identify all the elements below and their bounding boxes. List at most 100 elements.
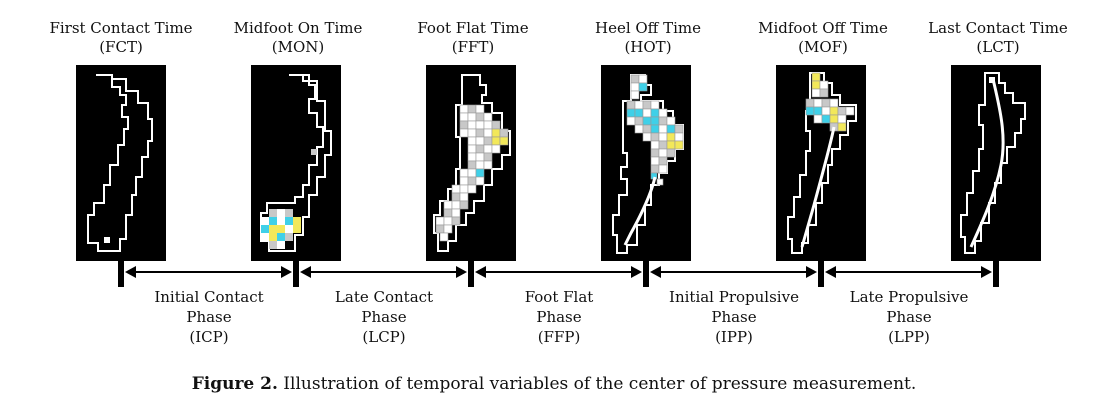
pressure-cell	[475, 136, 485, 146]
event-name: Midfoot On Time	[233, 19, 363, 37]
phase-arrow-lpp	[825, 266, 992, 278]
pressure-cell	[829, 106, 839, 116]
pressure-cell	[642, 124, 652, 134]
pressure-cell	[650, 132, 660, 142]
pressure-cell	[658, 116, 668, 126]
timeline-marker-mof	[818, 259, 824, 287]
pressure-cell	[626, 108, 636, 118]
event-abbrev: (MON)	[271, 38, 325, 56]
cop-trajectory	[969, 78, 1005, 248]
pressure-cell	[642, 108, 652, 118]
pressure-cell	[805, 106, 815, 116]
pressure-cell	[483, 152, 493, 162]
phase-label-lcp: Late Contact Phase (LCP)	[299, 287, 469, 347]
pressure-cell	[467, 112, 477, 122]
pressure-cell	[819, 88, 829, 98]
event-label-mof: Midfoot Off Time (MOF)	[738, 19, 908, 57]
pressure-cell	[813, 106, 823, 116]
cop-trajectory	[623, 176, 657, 246]
event-name: Heel Off Time	[594, 19, 702, 37]
pressure-cell	[261, 233, 269, 241]
pressure-cell	[475, 104, 485, 114]
phase-word: Phase	[536, 308, 582, 326]
pressure-cell	[451, 184, 461, 194]
pressure-cell	[475, 168, 485, 178]
pressure-cell	[650, 124, 660, 134]
pressure-cell	[642, 100, 652, 110]
pressure-cell	[483, 144, 493, 154]
pressure-cell	[811, 88, 821, 98]
pressure-panel-hot	[601, 65, 691, 261]
pressure-cell	[459, 120, 469, 130]
pressure-grid	[805, 72, 855, 132]
event-abbrev: (FCT)	[99, 38, 143, 56]
phase-label-icp: Initial Contact Phase (ICP)	[124, 287, 294, 347]
pressure-cell	[666, 116, 676, 126]
pressure-cell	[813, 114, 823, 124]
pressure-cell	[459, 112, 469, 122]
phase-word: Phase	[361, 308, 407, 326]
pressure-cell	[459, 104, 469, 114]
pressure-cell	[285, 217, 293, 225]
pressure-cell	[666, 140, 676, 150]
event-label-lct: Last Contact Time (LCT)	[913, 19, 1083, 57]
event-name: First Contact Time	[49, 19, 193, 37]
pressure-cell	[829, 98, 839, 108]
pressure-cell	[467, 168, 477, 178]
pressure-cell	[811, 80, 821, 90]
pressure-cell	[626, 116, 636, 126]
pressure-cell	[638, 82, 648, 92]
pressure-cell	[650, 100, 660, 110]
pressure-grid	[626, 74, 684, 186]
pressure-cell	[499, 136, 509, 146]
pressure-cell	[475, 152, 485, 162]
pressure-cell	[642, 132, 652, 142]
phase-name: Initial Propulsive	[669, 288, 799, 306]
phase-name: Late Contact	[334, 288, 434, 306]
foot-outline	[87, 74, 153, 252]
pressure-cell	[269, 233, 277, 241]
pressure-cell	[837, 122, 847, 132]
pressure-cell	[451, 200, 461, 210]
pressure-cell	[459, 200, 469, 210]
timeline-marker-lct	[993, 259, 999, 287]
pressure-cell	[269, 209, 277, 217]
pressure-panel-mof	[776, 65, 866, 261]
pressure-cell	[475, 128, 485, 138]
pressure-cell	[666, 132, 676, 142]
phase-name: Foot Flat	[524, 288, 594, 306]
pressure-cell	[467, 176, 477, 186]
pressure-cell	[630, 74, 640, 84]
pressure-cell	[650, 148, 660, 158]
pressure-cell	[277, 241, 285, 249]
pressure-cell	[658, 156, 668, 166]
caption-text: Illustration of temporal variables of th…	[277, 374, 917, 394]
pressure-cell	[443, 200, 453, 210]
pressure-cell	[483, 128, 493, 138]
pressure-cell	[813, 98, 823, 108]
pressure-cell	[811, 72, 821, 82]
pressure-cell	[658, 108, 668, 118]
pressure-cell	[650, 164, 660, 174]
pressure-cell	[285, 233, 293, 241]
pressure-cell	[443, 216, 453, 226]
pressure-cell	[829, 114, 839, 124]
foot-outline	[960, 72, 1026, 254]
phase-arrow-icp	[125, 266, 292, 278]
pressure-cell	[311, 149, 317, 155]
pressure-cell	[821, 106, 831, 116]
pressure-cell	[459, 192, 469, 202]
pressure-cell	[277, 217, 285, 225]
timeline-marker-mon	[293, 259, 299, 287]
pressure-cell	[285, 225, 293, 233]
pressure-cell	[666, 148, 676, 158]
pressure-cell	[261, 217, 269, 225]
foot-outline	[787, 72, 857, 254]
pressure-cell	[293, 225, 301, 233]
pressure-cell	[467, 128, 477, 138]
pressure-cell	[491, 120, 501, 130]
pressure-cell	[269, 241, 277, 249]
pressure-cell	[104, 237, 110, 243]
figure-caption: Figure 2. Illustration of temporal varia…	[0, 374, 1108, 394]
